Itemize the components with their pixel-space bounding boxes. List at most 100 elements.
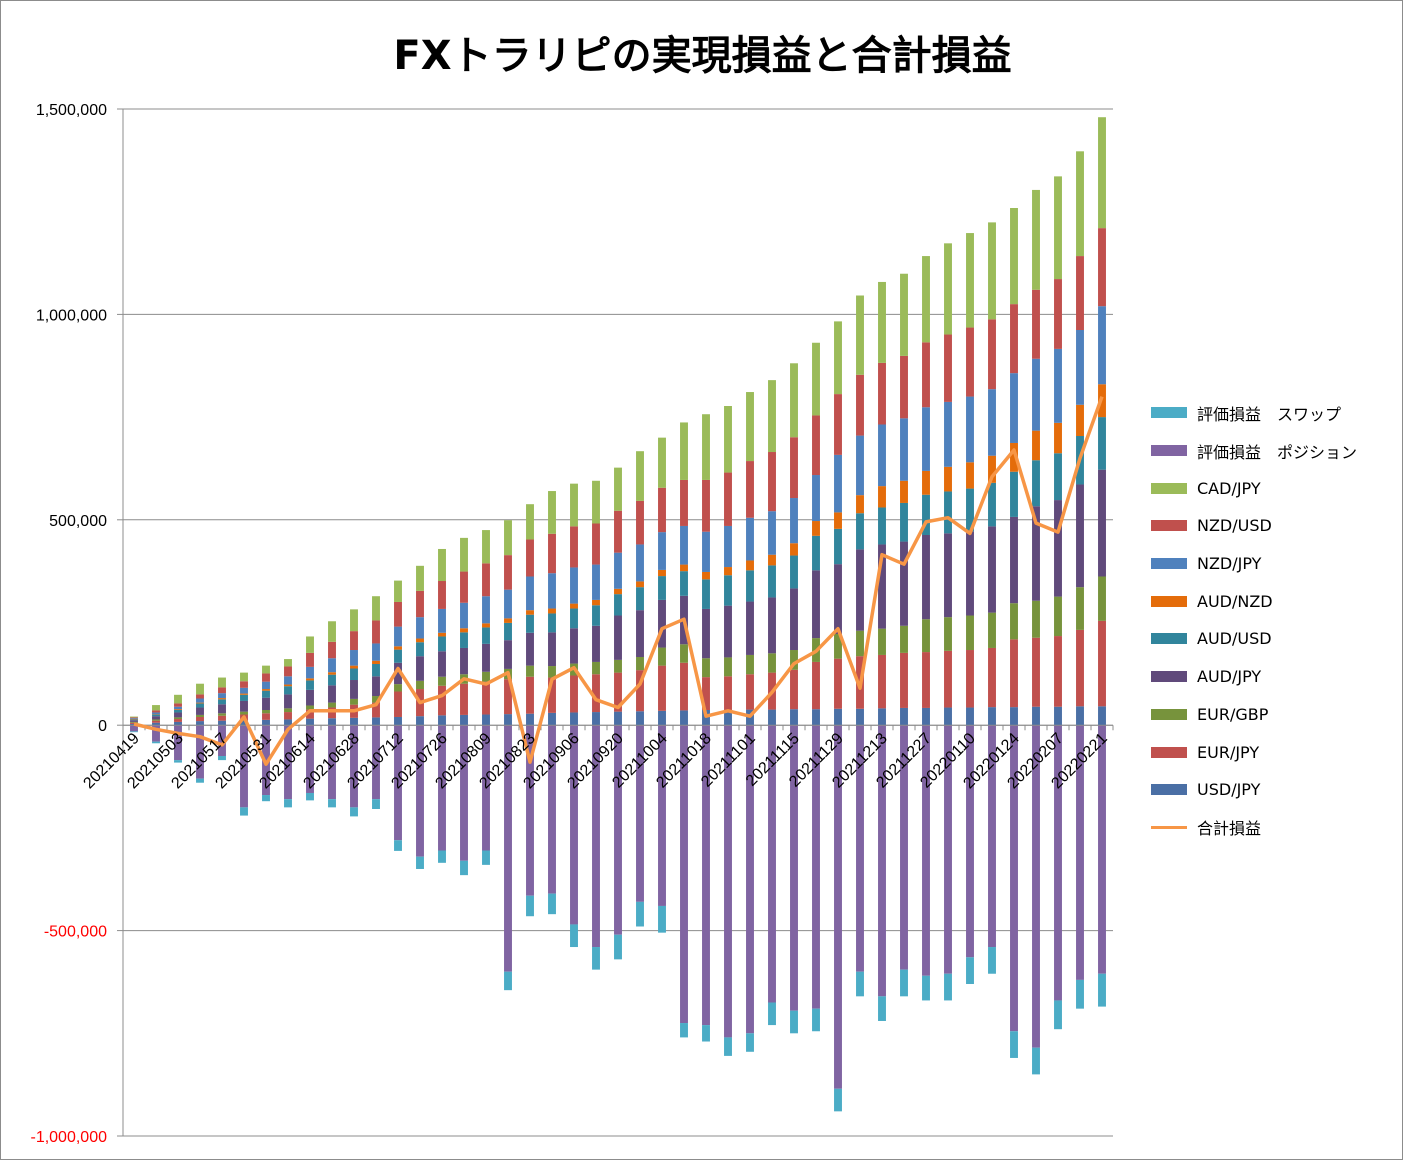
- bar-aud-usd: [1032, 460, 1040, 507]
- bar-eur-gbp: [548, 666, 556, 678]
- legend-item: 合計損益: [1151, 809, 1357, 847]
- bar-: [526, 895, 534, 917]
- bar-usd-jpy: [878, 708, 886, 726]
- bar-aud-usd: [592, 605, 600, 626]
- bar-cad-jpy: [1076, 151, 1084, 257]
- bar-aud-nzd: [988, 455, 996, 483]
- bar-usd-jpy: [174, 721, 182, 726]
- bar-aud-jpy: [878, 544, 886, 629]
- bar-: [394, 840, 402, 851]
- bar-aud-usd: [812, 535, 820, 571]
- bar-usd-jpy: [922, 707, 930, 726]
- bar-aud-nzd: [1076, 404, 1084, 436]
- bar-usd-jpy: [218, 720, 226, 726]
- bar-nzd-usd: [702, 479, 710, 532]
- bar-aud-usd: [702, 579, 710, 609]
- legend-label: 評価損益 スワップ: [1197, 404, 1342, 424]
- legend-swatch: [1151, 671, 1187, 683]
- bar-: [130, 731, 138, 733]
- bar-nzd-usd: [922, 342, 930, 408]
- bar-eur-jpy: [328, 707, 336, 719]
- bar-aud-jpy: [350, 680, 358, 699]
- bar-usd-jpy: [196, 721, 204, 726]
- bar-nzd-usd: [152, 710, 160, 713]
- bar-eur-jpy: [460, 683, 468, 715]
- bar-aud-nzd: [1054, 422, 1062, 454]
- bar-eur-gbp: [306, 705, 314, 710]
- bar-eur-jpy: [504, 679, 512, 715]
- bar-eur-gbp: [174, 717, 182, 720]
- bar-: [680, 1023, 688, 1038]
- bar-nzd-jpy: [966, 396, 974, 463]
- bar-aud-usd: [1054, 453, 1062, 501]
- bar-: [1054, 1000, 1062, 1030]
- bar-eur-gbp: [988, 612, 996, 648]
- bar-: [922, 725, 930, 976]
- bar-cad-jpy: [614, 467, 622, 511]
- bar-aud-jpy: [746, 601, 754, 655]
- bar-aud-jpy: [482, 643, 490, 672]
- bar-nzd-usd: [680, 479, 688, 526]
- bar-cad-jpy: [1010, 208, 1018, 305]
- bar-aud-usd: [262, 690, 270, 698]
- bar-aud-usd: [284, 686, 292, 695]
- bar-aud-nzd: [922, 470, 930, 495]
- y-tick-label: 1,000,000: [36, 307, 107, 324]
- legend-item: NZD/JPY: [1151, 545, 1357, 583]
- bar-cad-jpy: [328, 621, 336, 642]
- bar-nzd-usd: [372, 620, 380, 644]
- bar-nzd-usd: [878, 362, 886, 425]
- bar-cad-jpy: [372, 596, 380, 621]
- bar-nzd-usd: [350, 631, 358, 651]
- bar-: [790, 725, 798, 1011]
- bar-aud-usd: [614, 594, 622, 616]
- bar-eur-jpy: [988, 647, 996, 708]
- bar-: [1010, 725, 1018, 1032]
- bar-nzd-jpy: [174, 706, 182, 710]
- legend-item: 評価損益 ポジション: [1151, 432, 1357, 470]
- bar-: [548, 725, 556, 894]
- bar-nzd-jpy: [218, 693, 226, 699]
- bar-: [812, 1008, 820, 1032]
- bar-eur-gbp: [746, 654, 754, 675]
- bar-nzd-jpy: [702, 531, 710, 572]
- legend-swatch: [1151, 558, 1187, 570]
- bar-cad-jpy: [482, 530, 490, 564]
- bar-eur-gbp: [592, 661, 600, 675]
- bar-aud-usd: [372, 663, 380, 677]
- bar-: [196, 725, 204, 779]
- bar-eur-gbp: [416, 680, 424, 690]
- bar-aud-nzd: [812, 521, 820, 536]
- bar-nzd-jpy: [306, 666, 314, 679]
- bar-eur-jpy: [702, 677, 710, 711]
- bar-eur-gbp: [372, 696, 380, 703]
- bar-aud-jpy: [262, 697, 270, 711]
- bar-: [240, 807, 248, 816]
- bar-cad-jpy: [900, 273, 908, 356]
- bar-nzd-jpy: [1076, 330, 1084, 405]
- bar-aud-nzd: [240, 693, 248, 695]
- bar-cad-jpy: [1098, 117, 1106, 229]
- bar-aud-jpy: [196, 707, 204, 715]
- bar-aud-jpy: [1010, 516, 1018, 604]
- bar-aud-usd: [328, 674, 336, 686]
- bar-nzd-jpy: [152, 712, 160, 715]
- bar-aud-jpy: [1054, 500, 1062, 597]
- bar-aud-jpy: [702, 608, 710, 659]
- bar-nzd-jpy: [130, 718, 138, 720]
- bar-cad-jpy: [1054, 176, 1062, 280]
- legend-item: NZD/USD: [1151, 507, 1357, 545]
- bar-aud-usd: [218, 699, 226, 705]
- bar-aud-nzd: [482, 623, 490, 628]
- bar-usd-jpy: [328, 718, 336, 726]
- bar-aud-jpy: [328, 685, 336, 703]
- bar-usd-jpy: [658, 710, 666, 726]
- bar-: [1010, 1031, 1018, 1058]
- bar-eur-gbp: [240, 711, 248, 715]
- bar-nzd-usd: [416, 590, 424, 618]
- bar-aud-jpy: [922, 534, 930, 620]
- bar-cad-jpy: [570, 483, 578, 527]
- bar-: [328, 799, 336, 808]
- bar-: [614, 725, 622, 935]
- bar-eur-gbp: [1054, 596, 1062, 637]
